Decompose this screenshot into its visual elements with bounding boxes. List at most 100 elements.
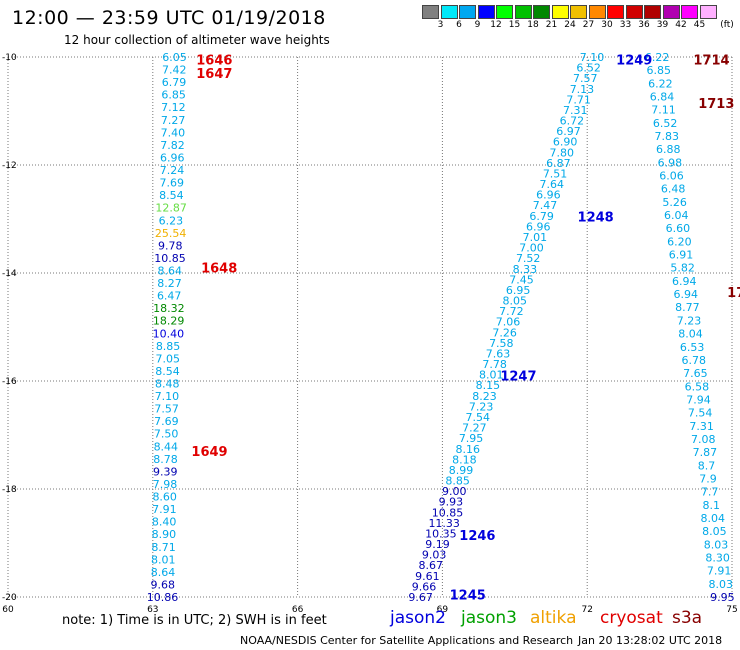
swh-value: 7.27 [161,114,186,127]
legend-swatch [477,5,495,19]
y-tick-label: -20 [2,593,17,603]
pass-time-label: 17 [727,286,740,301]
satellite-cryosat: cryosat [600,608,663,628]
y-tick-label: -10 [2,53,17,63]
swh-value: 8.18 [452,453,477,466]
pass-time-label: 1245 [450,588,486,603]
swh-value: 7.54 [466,411,491,424]
swh-value: 9.78 [158,239,183,252]
swh-value: 8.60 [152,491,177,504]
swh-value: 7.63 [486,347,511,360]
swh-value: 7.11 [651,104,676,117]
swh-value: 8.1 [702,499,720,512]
swh-value: 9.68 [150,578,175,591]
swh-value: 8.78 [153,453,178,466]
swh-value: 9.95 [710,591,735,604]
pass-time-label: 1713 [698,97,734,112]
y-tick-label: -14 [2,269,17,279]
legend-swatch [533,5,550,19]
swh-value: 5.82 [670,262,695,275]
swh-value: 6.79 [529,210,554,223]
swh-value: 6.52 [576,62,601,75]
swh-value: 7.82 [160,139,185,152]
swh-value: 6.04 [664,209,689,222]
swh-value: 7.91 [152,503,177,516]
swh-value: 6.06 [659,170,684,183]
swh-value: 8.04 [701,512,726,525]
satellite-s3a: s3a [672,608,703,628]
swh-value: 18.32 [153,302,185,315]
pass-time-label: 1646 [196,54,232,69]
swh-value: 8.15 [476,379,501,392]
swh-value: 9.66 [412,580,437,593]
swh-value: 7.69 [154,415,179,428]
swh-value: 6.96 [526,220,551,233]
legend-unit: (ft) [720,20,734,30]
legend-label: 21 [545,20,558,30]
swh-value: 6.94 [674,288,699,301]
swh-value: 7.13 [570,83,595,96]
swh-value: 6.72 [560,115,585,128]
swh-value: 8.64 [151,566,176,579]
swh-value: 7.52 [516,252,541,265]
swh-value: 8.67 [419,559,444,572]
swh-value: 9.03 [422,549,447,562]
legend-label: 45 [693,20,706,30]
swh-value: 9.19 [425,538,450,551]
swh-value: 7.78 [482,358,507,371]
swh-value: 8.85 [445,475,470,488]
legend-swatch [551,5,569,19]
x-tick-label: 60 [2,605,14,615]
legend-swatch [496,5,513,19]
swh-value: 7.58 [489,337,514,350]
legend-swatch [514,5,532,19]
swh-value: 6.96 [536,189,561,202]
swh-value: 8.16 [455,443,480,456]
swh-value: 6.05 [162,51,187,64]
swh-value: 7.72 [499,305,524,318]
swh-value: 8.04 [678,328,703,341]
swh-value: 7.98 [153,478,178,491]
x-tick-label: 69 [437,605,449,615]
swh-value: 8.44 [154,440,179,453]
x-tick-label: 66 [292,605,304,615]
swh-value: 8.64 [157,264,182,277]
swh-value: 7.94 [686,393,711,406]
legend-swatch [570,5,587,19]
legend-label: 27 [582,20,595,30]
legend-swatch [699,5,717,19]
swh-value: 10.40 [153,327,185,340]
legend-swatch [662,5,680,19]
swh-value: 8.05 [503,295,528,308]
swh-value: 9.61 [415,570,440,583]
swh-value: 6.79 [162,76,187,89]
swh-value: 8.30 [705,551,730,564]
swh-value: 7.83 [654,130,679,143]
pass-time-label: 1649 [191,445,227,460]
swh-value: 7.23 [469,400,494,413]
legend-swatch [607,5,624,19]
swh-value: 7.01 [523,231,548,244]
swh-value: 7.9 [699,472,717,485]
pass-time-label: 1246 [459,529,495,544]
swh-value: 7.51 [543,167,568,180]
x-tick-label: 72 [581,605,592,615]
legend-label: 3 [437,20,444,30]
swh-value: 6.58 [685,380,710,393]
legend-swatch [625,5,643,19]
swh-value: 8.01 [151,553,176,566]
legend-swatch [459,5,476,19]
swh-value: 6.91 [669,249,694,262]
swh-value: 9.39 [153,465,178,478]
legend-swatch [588,5,606,19]
swh-value: 6.95 [506,284,531,297]
swh-value: 7.7 [701,486,719,499]
swh-value: 7.45 [509,273,534,286]
swh-value: 7.05 [156,352,181,365]
legend-label: 18 [527,20,539,30]
x-tick-label: 63 [147,605,158,615]
swh-value: 8.27 [157,277,182,290]
swh-value: 6.48 [661,183,686,196]
swh-value: 7.91 [707,565,732,578]
